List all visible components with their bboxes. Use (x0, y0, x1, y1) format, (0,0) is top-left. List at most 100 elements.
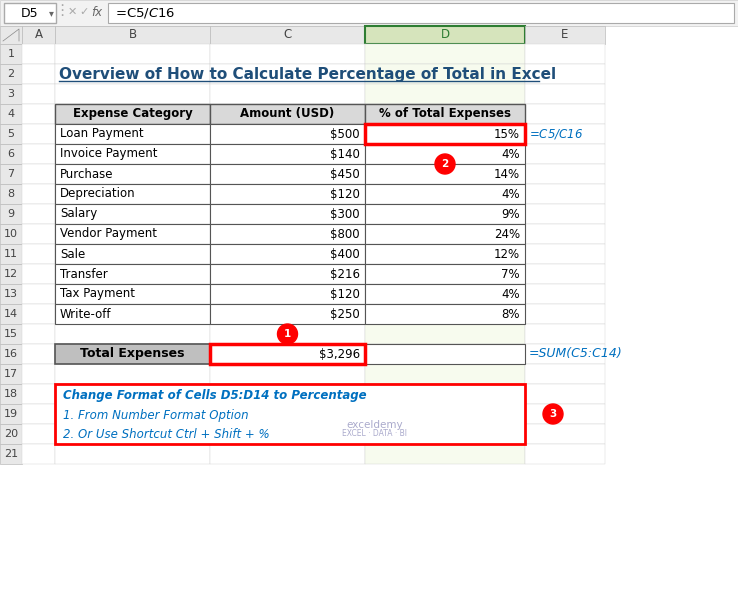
Text: 2: 2 (7, 69, 15, 79)
Text: 20: 20 (4, 429, 18, 439)
Bar (365, 424, 525, 444)
Bar (55, 384, 210, 404)
Text: Expense Category: Expense Category (72, 108, 193, 121)
Bar (525, 324, 605, 344)
Text: 24%: 24% (494, 227, 520, 240)
Bar (55, 44, 210, 64)
Text: D5: D5 (21, 7, 39, 20)
Bar (0, 264, 22, 284)
Bar (210, 204, 365, 224)
Bar (365, 404, 525, 424)
Text: Amount (USD): Amount (USD) (241, 108, 334, 121)
Bar (365, 284, 525, 304)
Bar (365, 124, 525, 144)
Bar (22, 264, 55, 284)
Bar (365, 164, 525, 184)
Bar (0, 444, 22, 464)
Bar (0, 224, 22, 244)
Text: $300: $300 (331, 208, 360, 220)
Text: D: D (441, 28, 449, 41)
Bar (55, 184, 210, 204)
Bar (210, 264, 365, 284)
Bar (0, 124, 22, 144)
Text: $800: $800 (331, 227, 360, 240)
Bar (525, 384, 605, 404)
Text: 7: 7 (7, 169, 15, 179)
Bar (525, 144, 605, 164)
Bar (55, 224, 210, 244)
Bar (365, 364, 525, 384)
Text: 5: 5 (7, 129, 15, 139)
Text: 16: 16 (4, 349, 18, 359)
Bar (0, 84, 22, 104)
Bar (55, 444, 210, 464)
Bar (55, 304, 210, 324)
Text: E: E (562, 28, 569, 41)
Bar (0, 404, 22, 424)
Bar (365, 444, 525, 464)
Text: ✕: ✕ (67, 7, 77, 17)
Text: Purchase: Purchase (60, 168, 114, 181)
Text: 3: 3 (549, 409, 556, 419)
Text: 12: 12 (4, 269, 18, 279)
Bar (0, 304, 22, 324)
Text: 11: 11 (4, 249, 18, 259)
Text: Transfer: Transfer (60, 268, 108, 281)
Bar (365, 184, 525, 204)
Bar (22, 64, 55, 84)
Bar (22, 344, 55, 364)
Bar (55, 264, 210, 284)
Bar (525, 204, 605, 224)
Bar (210, 144, 365, 164)
Bar (55, 204, 210, 224)
Text: Change Format of Cells D5:D14 to Percentage: Change Format of Cells D5:D14 to Percent… (63, 388, 367, 401)
Bar (0, 204, 22, 224)
Text: 19: 19 (4, 409, 18, 419)
Bar (525, 284, 605, 304)
Bar (210, 344, 365, 364)
Bar (0, 424, 22, 444)
Bar (55, 364, 210, 384)
Text: 15: 15 (4, 329, 18, 339)
Text: 14: 14 (4, 309, 18, 319)
Bar (210, 304, 365, 324)
Bar (22, 184, 55, 204)
Bar (365, 144, 525, 164)
Bar (55, 404, 210, 424)
Text: $140: $140 (330, 147, 360, 160)
Bar (525, 404, 605, 424)
Text: C: C (283, 28, 292, 41)
Text: % of Total Expenses: % of Total Expenses (379, 108, 511, 121)
Bar (55, 324, 210, 344)
Bar (365, 64, 525, 84)
Bar (22, 204, 55, 224)
Text: $400: $400 (330, 247, 360, 260)
Bar (55, 26, 210, 44)
Bar (525, 264, 605, 284)
Text: 4: 4 (7, 109, 15, 119)
Bar (365, 324, 525, 344)
Bar (525, 424, 605, 444)
Bar (22, 144, 55, 164)
Bar (210, 26, 365, 44)
Bar (525, 224, 605, 244)
Text: 10: 10 (4, 229, 18, 239)
Text: B: B (128, 28, 137, 41)
Text: EXCEL · DATA · BI: EXCEL · DATA · BI (342, 429, 407, 438)
Bar (22, 224, 55, 244)
Bar (0, 144, 22, 164)
Text: 9: 9 (7, 209, 15, 219)
Text: $120: $120 (330, 188, 360, 201)
Bar (0, 26, 22, 44)
Bar (55, 264, 210, 284)
Bar (210, 264, 365, 284)
Bar (365, 44, 525, 64)
Bar (210, 224, 365, 244)
Text: 7%: 7% (501, 268, 520, 281)
Bar (22, 104, 55, 124)
Bar (365, 384, 525, 404)
Bar (55, 284, 210, 304)
Text: exceldemy: exceldemy (346, 420, 403, 430)
Bar (108, 3, 734, 23)
Bar (365, 304, 525, 324)
